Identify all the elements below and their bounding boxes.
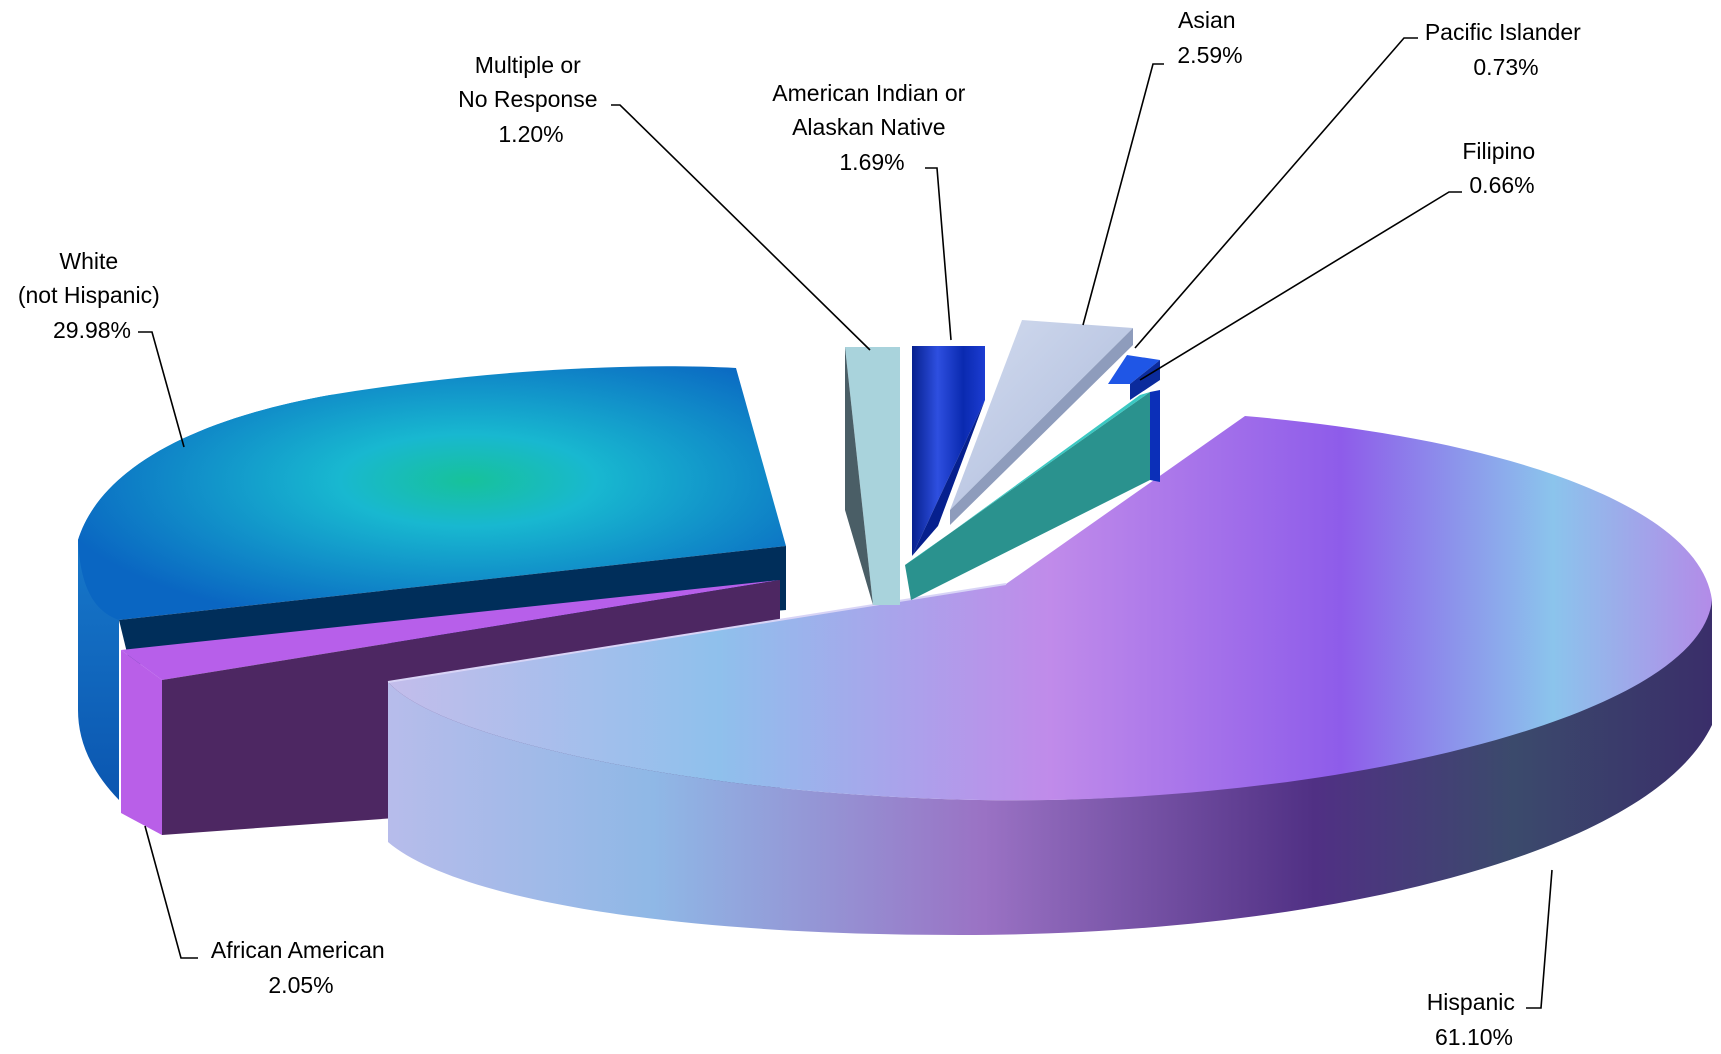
label-white: White (not Hispanic) 29.98% xyxy=(18,248,166,343)
pie-slice-filipino xyxy=(905,390,1160,600)
leader-line-pacific-islander xyxy=(1134,37,1418,349)
leader-line-american-indian xyxy=(925,167,952,341)
leader-line-asian xyxy=(1082,63,1164,326)
label-filipino: Filipino 0.66% xyxy=(1462,138,1541,198)
label-american-indian: American Indian or Alaskan Native 1.69% xyxy=(772,80,971,175)
leader-lines xyxy=(138,37,1553,1009)
label-african-american: African American 2.05% xyxy=(211,937,391,998)
pie-slice-hispanic xyxy=(387,416,1712,935)
leader-line-hispanic xyxy=(1526,869,1553,1009)
pie-slice-asian xyxy=(950,320,1133,525)
label-multiple: Multiple or No Response 1.20% xyxy=(458,52,604,147)
pie-slice-pacific-islander xyxy=(1108,355,1160,400)
label-asian: Asian 2.59% xyxy=(1177,7,1242,68)
leader-line-african-american xyxy=(144,825,198,959)
label-pacific-islander: Pacific Islander 0.73% xyxy=(1425,19,1587,80)
pie-slice-multiple xyxy=(845,347,900,605)
leader-line-white xyxy=(138,331,185,448)
pie-slice-american-indian xyxy=(912,346,985,556)
leader-line-multiple xyxy=(611,104,871,351)
slice-labels: White (not Hispanic) 29.98% Multiple or … xyxy=(18,7,1587,1050)
label-hispanic: Hispanic 61.10% xyxy=(1427,989,1522,1050)
leader-line-filipino xyxy=(1139,191,1462,381)
